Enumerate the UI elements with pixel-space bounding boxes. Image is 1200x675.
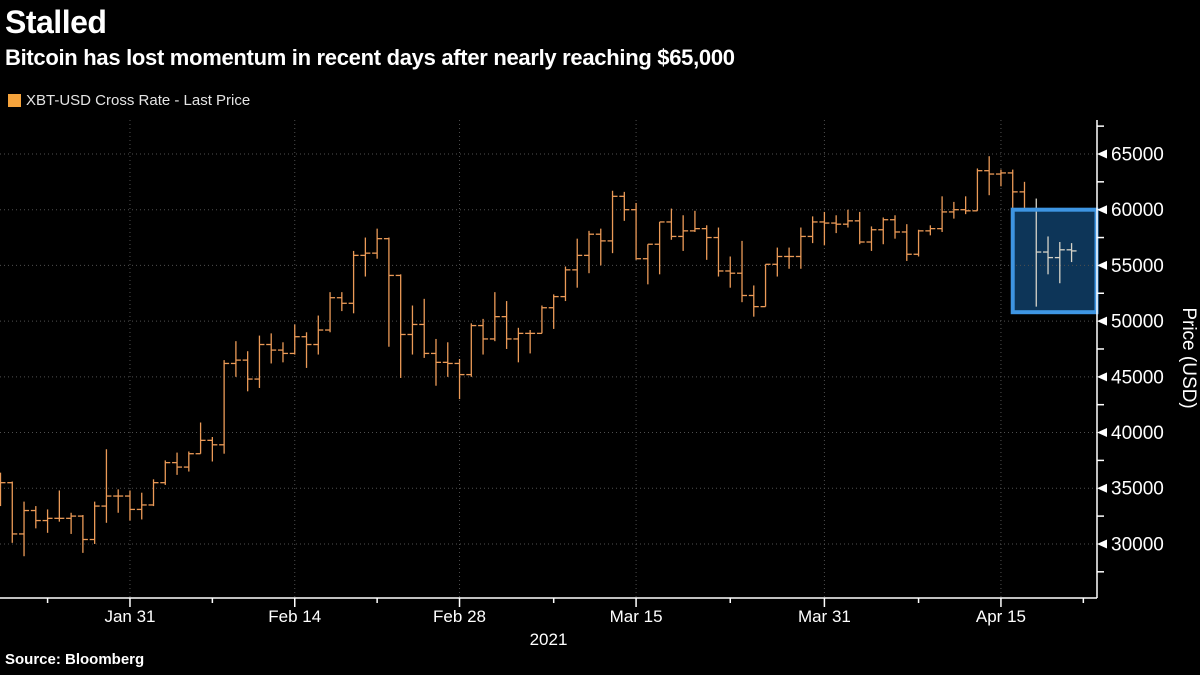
svg-text:Price (USD): Price (USD) — [1178, 307, 1199, 408]
svg-text:60000: 60000 — [1111, 200, 1164, 221]
svg-text:2021: 2021 — [530, 630, 568, 649]
legend-label: XBT-USD Cross Rate - Last Price — [26, 91, 251, 109]
svg-text:Mar 15: Mar 15 — [610, 607, 663, 626]
source-label: Source: Bloomberg — [5, 651, 145, 668]
svg-text:40000: 40000 — [1111, 423, 1164, 444]
page-title: Stalled — [5, 4, 107, 40]
svg-text:Feb 14: Feb 14 — [268, 607, 321, 626]
svg-text:Mar 31: Mar 31 — [798, 607, 851, 626]
svg-text:Feb 28: Feb 28 — [433, 607, 486, 626]
svg-text:30000: 30000 — [1111, 534, 1164, 555]
legend-swatch-icon — [8, 93, 21, 107]
svg-text:50000: 50000 — [1111, 312, 1164, 333]
svg-text:35000: 35000 — [1111, 479, 1164, 500]
svg-text:Jan 31: Jan 31 — [104, 607, 155, 626]
svg-text:65000: 65000 — [1111, 144, 1164, 165]
svg-text:55000: 55000 — [1111, 256, 1164, 277]
svg-text:45000: 45000 — [1111, 367, 1164, 388]
legend: XBT-USD Cross Rate - Last Price — [8, 91, 250, 109]
chart-subtitle: Bitcoin has lost momentum in recent days… — [5, 45, 735, 70]
svg-text:Apr 15: Apr 15 — [976, 607, 1026, 626]
